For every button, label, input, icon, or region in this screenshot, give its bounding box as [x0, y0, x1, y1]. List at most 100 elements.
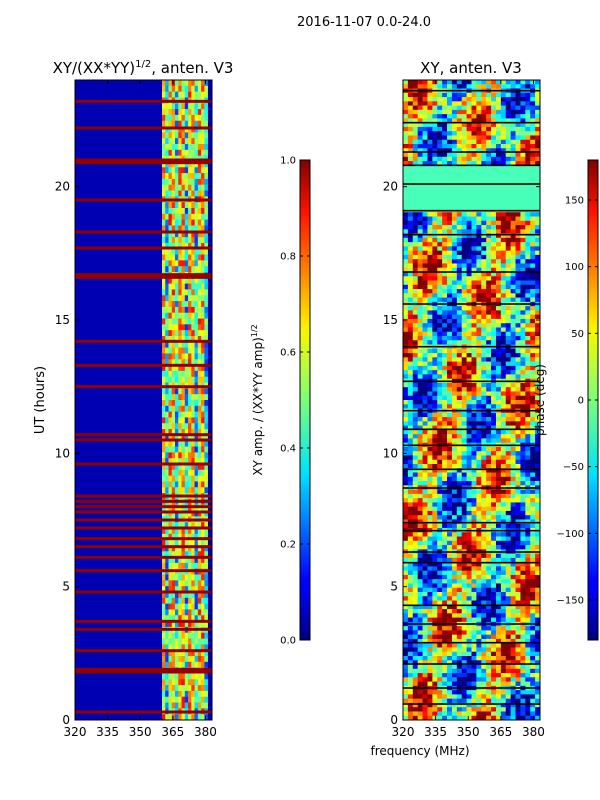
heatmap-cell: [481, 574, 487, 580]
heatmap-cell: [471, 280, 477, 286]
heatmap-cell: [466, 412, 472, 418]
heatmap-cell: [500, 306, 507, 311]
heatmap-cell: [403, 318, 409, 324]
heatmap-cell: [178, 510, 182, 517]
heatmap-cell: [486, 276, 492, 281]
heatmap-cell: [171, 144, 176, 151]
heatmap-cell: [535, 562, 540, 567]
heatmap-cell: [412, 169, 418, 175]
heatmap-cell: [188, 190, 192, 197]
heatmap-cell: [175, 586, 179, 593]
heatmap-cell: [491, 195, 497, 200]
heatmap-cell: [520, 365, 526, 371]
heatmap-cell: [437, 476, 443, 482]
heatmap-cell: [168, 702, 173, 709]
heatmap-cell: [515, 459, 521, 465]
heatmap-cell: [530, 493, 536, 499]
heatmap-cell: [505, 434, 511, 439]
heatmap-cell: [188, 359, 192, 366]
y-tick-label: 20: [55, 180, 70, 194]
heatmap-cell: [505, 318, 511, 324]
heatmap-cell: [178, 132, 182, 139]
heatmap-cell: [451, 190, 458, 196]
heatmap-cell: [491, 84, 497, 89]
heatmap-cell: [181, 429, 186, 436]
heatmap-cell: [204, 219, 208, 226]
heatmap-cell: [535, 139, 540, 145]
heatmap-cell: [181, 475, 186, 482]
heatmap-cell: [510, 199, 516, 205]
heatmap-cell: [525, 340, 531, 345]
heatmap-cell: [403, 429, 409, 435]
heatmap-cell: [456, 536, 463, 542]
heatmap-cell: [525, 540, 531, 546]
heatmap-cell: [466, 165, 472, 170]
heatmap-cell: [204, 388, 208, 395]
heatmap-cell: [491, 540, 497, 546]
heatmap-cell: [466, 336, 472, 341]
heatmap-cell: [471, 306, 477, 311]
heatmap-cell: [422, 400, 428, 405]
heatmap-cell: [432, 118, 438, 123]
heatmap-cell: [178, 365, 182, 372]
heatmap-cell: [161, 562, 166, 570]
heatmap-cell: [451, 156, 458, 162]
heatmap-cell: [191, 632, 195, 639]
heatmap-cell: [432, 498, 438, 503]
heatmap-cell: [427, 587, 433, 593]
heatmap-cell: [175, 167, 179, 174]
heatmap-cell: [437, 429, 443, 435]
heatmap-cell: [486, 293, 492, 298]
heatmap-cell: [471, 323, 477, 328]
heatmap-cell: [451, 280, 458, 286]
heatmap-cell: [197, 423, 202, 430]
heatmap-cell: [175, 225, 179, 232]
heatmap-cell: [481, 489, 487, 495]
heatmap-cell: [168, 592, 173, 599]
heatmap-cell: [161, 109, 166, 116]
heatmap-cell: [437, 353, 443, 358]
heatmap-cell: [451, 387, 458, 392]
heatmap-cell: [466, 545, 472, 550]
heatmap-cell: [188, 353, 192, 360]
heatmap-cell: [191, 440, 195, 447]
heatmap-cell: [178, 347, 182, 354]
heatmap-cell: [476, 370, 482, 375]
heatmap-cell: [407, 216, 414, 222]
heatmap-cell: [530, 246, 536, 251]
heatmap-cell: [447, 84, 453, 89]
amplitude-ylabel: UT (hours): [33, 366, 48, 434]
heatmap-cell: [188, 376, 192, 383]
heatmap-cell: [175, 562, 179, 570]
heatmap-cell: [175, 661, 179, 668]
heatmap-cell: [432, 400, 438, 405]
heatmap-cell: [427, 519, 433, 525]
heatmap-cell: [535, 468, 540, 473]
heatmap-cell: [456, 532, 463, 537]
heatmap-cell: [188, 167, 192, 174]
heatmap-cell: [417, 190, 423, 196]
heatmap-cell: [535, 417, 540, 422]
heatmap-cell: [486, 237, 492, 243]
heatmap-cell: [184, 539, 189, 546]
heatmap-cell: [184, 277, 189, 284]
heatmap-cell: [495, 417, 502, 422]
heatmap-cell: [520, 570, 526, 576]
heatmap-cell: [451, 272, 458, 277]
heatmap-cell: [486, 566, 492, 571]
heatmap-cell: [471, 80, 477, 85]
heatmap-cell: [437, 570, 443, 576]
heatmap-cell: [188, 277, 192, 284]
heatmap-cell: [181, 184, 186, 191]
heatmap-cell: [481, 340, 487, 345]
heatmap-cell: [171, 417, 176, 424]
heatmap-cell: [412, 259, 418, 264]
heatmap-cell: [403, 84, 409, 89]
heatmap-cell: [530, 126, 536, 132]
heatmap-cell: [442, 101, 448, 106]
heatmap-cell: [461, 165, 467, 170]
heatmap-cell: [505, 570, 511, 576]
heatmap-cell: [171, 190, 176, 197]
heatmap-cell: [412, 156, 418, 162]
heatmap-cell: [530, 425, 536, 431]
